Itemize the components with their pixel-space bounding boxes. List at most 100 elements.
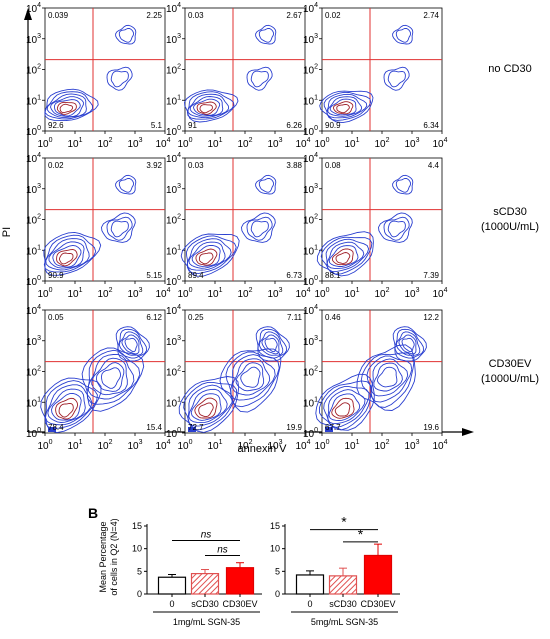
x-tick-label: 103	[267, 287, 282, 300]
x-tick-label: 101	[344, 439, 359, 452]
bar-category-label: 0	[169, 599, 174, 609]
y-tick-label: 103	[303, 183, 318, 196]
contour-line	[43, 234, 97, 273]
contour-line	[394, 328, 424, 359]
contour-line	[319, 90, 374, 124]
x-tick-label: 100	[314, 137, 329, 150]
quadrant-value-q1: 0.03	[188, 161, 204, 170]
y-tick-label: 100	[26, 125, 41, 138]
y-tick-label: 102	[303, 214, 318, 227]
bar-0	[295, 574, 325, 595]
bar-2	[363, 554, 393, 595]
contour-line	[398, 334, 417, 355]
bar-y-tick-label: 15	[132, 521, 142, 531]
bar-group: 0 5 10 15 0 sCD30 CD30EV * * 5mg/mL SGN-35	[270, 514, 400, 627]
x-tick-label: 101	[207, 287, 222, 300]
contour-line	[232, 358, 271, 396]
contour-line	[392, 174, 414, 195]
x-tick-label: 101	[344, 287, 359, 300]
contour-line	[101, 212, 136, 243]
y-tick-label: 104	[303, 304, 318, 317]
x-tick-label: 102	[374, 439, 389, 452]
contour-line	[334, 402, 351, 417]
contour-line	[115, 174, 137, 195]
contour-line	[373, 362, 403, 392]
contour-line	[187, 93, 229, 119]
contour-line	[383, 66, 410, 91]
contour-line	[323, 91, 372, 121]
plot-frame	[44, 7, 166, 132]
contour-line	[124, 337, 138, 353]
y-tick-label: 104	[166, 152, 181, 165]
contour-line	[255, 174, 277, 195]
contour-line	[395, 178, 411, 193]
plot-frame	[321, 309, 443, 434]
bar-category-label: sCD30	[191, 599, 219, 609]
contour-line	[377, 366, 398, 388]
contour-line	[51, 393, 82, 421]
y-tick-label: 101	[303, 396, 318, 409]
contour-line	[371, 358, 409, 397]
contour-line	[180, 233, 240, 277]
contour-line	[44, 91, 93, 120]
contour-line	[395, 331, 421, 356]
quadrant-value-q3: 92.6	[48, 121, 64, 130]
contour-line	[246, 216, 273, 241]
y-tick-label: 101	[166, 396, 181, 409]
contour-line	[118, 28, 134, 43]
quadrant-value-q2: 2.67	[286, 11, 302, 20]
contour-line	[383, 216, 410, 241]
y-tick-label: 103	[303, 33, 318, 46]
contour-line	[187, 384, 234, 427]
contour-line	[327, 389, 366, 425]
bar-y-tick-label: 5	[275, 566, 280, 576]
contour-line	[360, 352, 415, 408]
contour-line	[328, 245, 359, 267]
bar-y-axis-label: Mean Percentage	[98, 521, 108, 592]
contour-line	[56, 101, 77, 115]
y-tick-label: 103	[166, 183, 181, 196]
y-tick-label: 102	[303, 366, 318, 379]
x-tick-label: 103	[127, 439, 142, 452]
bar-category-label: CD30EV	[360, 599, 395, 609]
y-tick-label: 100	[166, 427, 181, 440]
contour-line	[387, 70, 406, 88]
contour-line	[329, 98, 357, 116]
y-tick-label: 104	[26, 304, 41, 317]
x-tick-label: 103	[404, 439, 419, 452]
contour-line	[186, 238, 232, 271]
x-tick-label: 104	[155, 137, 170, 150]
bar-category-label: 0	[307, 599, 312, 609]
x-tick-label: 100	[177, 287, 192, 300]
contour-line	[258, 331, 284, 356]
contour-line	[178, 376, 240, 433]
contour-line	[326, 93, 368, 119]
x-tick-label: 100	[37, 287, 52, 300]
contour-line	[189, 96, 224, 117]
contour-line	[121, 334, 140, 355]
contour-line	[250, 220, 269, 238]
quadrant-value-q1: 0.46	[325, 313, 341, 322]
contour-line	[56, 249, 78, 267]
contour-line	[47, 388, 86, 423]
y-tick-label: 101	[26, 94, 41, 107]
x-tick-label: 100	[37, 439, 52, 452]
significance-label: ns	[217, 544, 228, 555]
plot-frame	[184, 157, 306, 282]
plot-frame	[321, 157, 443, 282]
contour-line	[328, 393, 361, 421]
contour-axis-blob	[325, 427, 333, 432]
x-tick-label: 101	[67, 137, 82, 150]
y-tick-label: 103	[26, 335, 41, 348]
bar-1	[190, 572, 220, 595]
quadrant-value-q4: 7.39	[423, 271, 439, 280]
contour-line	[48, 241, 85, 269]
y-tick-label: 101	[166, 244, 181, 257]
quadrant-value-q1: 0.25	[188, 313, 204, 322]
x-tick-label: 104	[295, 439, 310, 452]
contour-line	[230, 354, 276, 401]
